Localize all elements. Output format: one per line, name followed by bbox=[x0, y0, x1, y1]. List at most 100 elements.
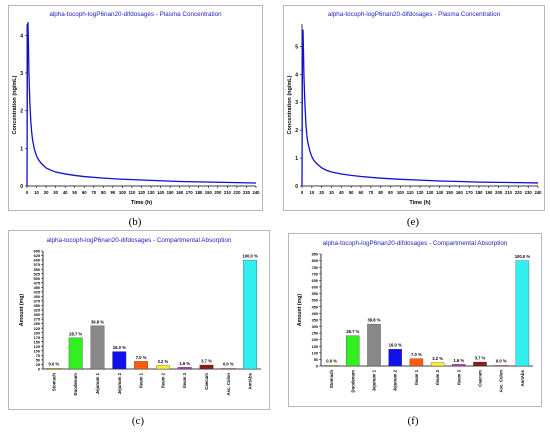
y-tick-label: 750 bbox=[312, 266, 318, 270]
x-tick-label: 150 bbox=[446, 190, 454, 195]
y-tick-label: 275 bbox=[34, 318, 40, 322]
y-tick-label: 325 bbox=[34, 309, 40, 313]
y-tick-label: 400 bbox=[34, 295, 40, 299]
x-tick-label: 230 bbox=[525, 190, 533, 195]
y-tick-label: 50 bbox=[314, 358, 318, 362]
y-tick-label: 575 bbox=[34, 263, 40, 267]
x-tick-label: 190 bbox=[205, 190, 213, 195]
panel-b: alpha-tocoph-logP6nan20-difdosages - Pla… bbox=[8, 5, 263, 211]
bar-ileum-2 bbox=[155, 365, 170, 370]
concentration-line bbox=[26, 22, 257, 187]
x-tick-label: Jejunum 2 bbox=[393, 369, 398, 391]
x-tick-label: 120 bbox=[417, 190, 425, 195]
x-tick-label: 240 bbox=[253, 190, 261, 195]
x-tick-label: 70 bbox=[368, 190, 373, 195]
bar-ileum-2 bbox=[430, 362, 445, 367]
x-tick-label: 90 bbox=[388, 190, 393, 195]
y-tick-label: 650 bbox=[34, 250, 40, 254]
y-tick-label: 450 bbox=[312, 305, 318, 309]
bar-value-label: 3.2 % bbox=[158, 359, 169, 364]
x-tick-label: 0 bbox=[301, 190, 304, 195]
y-tick-label: 350 bbox=[312, 318, 318, 322]
x-tick-label: Asc. Colon bbox=[499, 370, 504, 393]
x-tick-label: Asc. Colon bbox=[226, 373, 231, 396]
x-tick-label: 40 bbox=[339, 190, 344, 195]
y-tick-label: 0 bbox=[20, 184, 23, 190]
x-tick-label: Ileum 2 bbox=[435, 369, 440, 384]
bar-amtabs bbox=[515, 260, 530, 367]
x-tick-label: Jejunum 1 bbox=[95, 372, 100, 394]
compartmental-absorption-chart-c: alpha-tocoph-logP6nan20-difdosages - Com… bbox=[19, 237, 261, 396]
y-tick-label: 625 bbox=[34, 254, 40, 258]
x-tick-label: 130 bbox=[426, 190, 434, 195]
bar-ileum-1 bbox=[134, 361, 149, 370]
bar-amtabs bbox=[243, 259, 258, 370]
bar-asc-colon bbox=[221, 368, 236, 370]
x-tick-label: 210 bbox=[505, 190, 513, 195]
y-tick-label: 650 bbox=[312, 279, 318, 283]
y-tick-label: 50 bbox=[36, 359, 40, 363]
bar-stomach bbox=[324, 365, 339, 367]
x-tick-label: Ileum 1 bbox=[139, 372, 144, 387]
y-tick-label: 850 bbox=[312, 253, 318, 257]
y-tick-label: 1 bbox=[295, 156, 298, 162]
x-tick-label: 100 bbox=[397, 190, 405, 195]
y-tick-label: 400 bbox=[312, 312, 318, 316]
x-tick-label: 100 bbox=[119, 190, 127, 195]
x-tick-label: 210 bbox=[224, 190, 232, 195]
x-tick-label: 70 bbox=[91, 190, 96, 195]
y-tick-label: 350 bbox=[34, 304, 40, 308]
x-tick-label: 110 bbox=[407, 190, 414, 195]
concentration-line bbox=[301, 29, 539, 187]
y-tick-label: 3 bbox=[20, 71, 23, 77]
bar-value-label: 28.7 % bbox=[346, 329, 359, 334]
x-tick-label: 160 bbox=[456, 190, 464, 195]
y-tick-label: 425 bbox=[34, 290, 40, 294]
bar-value-label: 3.7 % bbox=[475, 356, 486, 361]
y-tick-label: 3 bbox=[295, 100, 298, 106]
x-tick-label: 50 bbox=[349, 190, 354, 195]
y-tick-label: 700 bbox=[312, 272, 318, 276]
y-tick-label: 550 bbox=[34, 268, 40, 272]
y-tick-label: 2 bbox=[295, 128, 298, 134]
y-tick-label: 200 bbox=[34, 331, 40, 335]
x-tick-label: 0 bbox=[26, 190, 29, 195]
y-tick-label: 150 bbox=[34, 340, 40, 344]
x-tick-label: Jejunum 2 bbox=[117, 372, 122, 394]
bar-value-label: 100.0 % bbox=[242, 254, 258, 259]
y-tick-label: 4 bbox=[20, 33, 23, 39]
x-axis-label: Time (h) bbox=[131, 200, 152, 206]
bar-asc-colon bbox=[494, 365, 508, 367]
panel-e: alpha-tocoph-logP6nan20-difdosages - Pla… bbox=[283, 5, 545, 211]
x-tick-label: 60 bbox=[82, 190, 87, 195]
x-tick-label: Stomach bbox=[329, 370, 334, 389]
bar-caecum bbox=[199, 364, 214, 370]
x-tick-label: 110 bbox=[129, 190, 136, 195]
x-tick-label: 30 bbox=[53, 190, 58, 195]
x-tick-label: 120 bbox=[138, 190, 146, 195]
bar-value-label: 1.6 % bbox=[453, 358, 464, 363]
x-axis-label: Time (h) bbox=[409, 200, 430, 206]
y-tick-label: 300 bbox=[34, 313, 40, 317]
y-axis-label: Amount (mg) bbox=[19, 294, 25, 327]
x-tick-label: 180 bbox=[476, 190, 484, 195]
x-tick-label: Stomach bbox=[51, 373, 56, 392]
y-tick-label: 475 bbox=[34, 281, 40, 285]
y-tick-label: 600 bbox=[34, 259, 40, 263]
y-tick-label: 0 bbox=[316, 365, 318, 369]
bar-ileum-1 bbox=[409, 358, 424, 367]
caption-e: (e) bbox=[406, 216, 420, 228]
caption-c: (c) bbox=[131, 415, 145, 427]
x-tick-label: 60 bbox=[359, 190, 364, 195]
caption-f: (f) bbox=[407, 415, 419, 427]
panel-c: alpha-tocoph-logP6nan20-difdosages - Com… bbox=[8, 230, 270, 410]
x-tick-label: 180 bbox=[195, 190, 203, 195]
y-tick-label: 0 bbox=[295, 184, 298, 190]
bar-value-label: 28.7 % bbox=[69, 331, 82, 336]
x-tick-label: 140 bbox=[436, 190, 444, 195]
x-tick-label: 50 bbox=[72, 190, 77, 195]
x-tick-label: 150 bbox=[167, 190, 175, 195]
x-tick-label: Caecum bbox=[478, 370, 483, 387]
y-tick-label: 1 bbox=[20, 146, 23, 152]
x-tick-label: 170 bbox=[466, 190, 474, 195]
